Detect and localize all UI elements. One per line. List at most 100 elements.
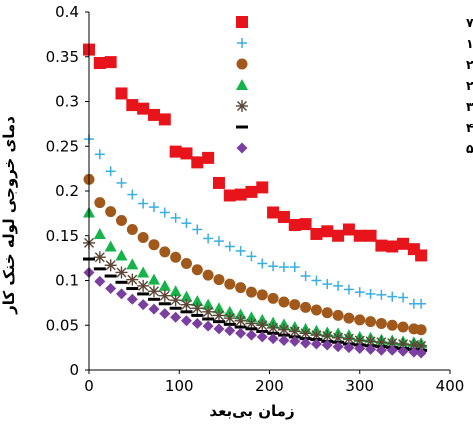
data-point [223, 312, 236, 325]
legend-marker [237, 38, 247, 48]
legend-label: لوله مارپیچ رینولدز ۲۲۲۷ [466, 57, 473, 72]
series-3 [83, 173, 427, 336]
data-point [115, 280, 128, 284]
legend-entry: لوله مارپیچ رینولدز۳۷۱۲ [236, 99, 473, 114]
series-6 [83, 257, 428, 352]
data-point [256, 181, 269, 194]
data-point [234, 308, 247, 320]
data-point [202, 269, 214, 281]
legend-label: لوله مارپیچ رینولدز ۷۴۲ [466, 15, 473, 30]
data-point [158, 279, 171, 291]
data-point [105, 166, 116, 177]
series-1 [83, 43, 428, 262]
data-point [343, 284, 354, 295]
data-point [365, 343, 377, 355]
data-point [104, 240, 117, 252]
data-point [354, 343, 366, 355]
y-tick-label: 0.2 [55, 182, 79, 200]
data-point [278, 296, 290, 308]
data-point [299, 218, 312, 231]
data-point [408, 346, 420, 358]
data-point [333, 280, 344, 291]
data-point [147, 297, 160, 301]
data-point [93, 251, 106, 264]
data-point [191, 313, 204, 317]
data-point [94, 197, 106, 209]
data-point [115, 215, 127, 227]
data-point [138, 198, 149, 209]
data-point [191, 156, 204, 169]
data-point [311, 275, 322, 286]
legend-entry: لوله مارپیچ رینولدز ۴۴۵۵ [236, 120, 473, 135]
data-point [375, 344, 387, 356]
data-point [224, 241, 235, 252]
data-point [300, 301, 312, 313]
data-point [115, 249, 128, 261]
legend-label: لوله مارپیچ رینولدز ۵۱۹۷ [466, 141, 473, 156]
data-point [245, 311, 258, 323]
data-point [387, 291, 398, 302]
legend-marker [236, 142, 248, 154]
data-point [234, 314, 247, 327]
data-point [202, 298, 215, 310]
data-point [300, 337, 312, 349]
legend-marker [236, 79, 248, 90]
data-point [202, 320, 214, 332]
data-point [365, 288, 376, 299]
data-point [159, 246, 171, 258]
data-point [180, 290, 193, 302]
data-point [353, 229, 366, 242]
data-point [224, 278, 236, 290]
legend-label: لوله مارپیچ رینولدز۳۷۱۲ [466, 99, 473, 114]
data-point [416, 298, 427, 309]
data-point [310, 338, 322, 350]
data-point [245, 185, 258, 198]
data-point [245, 327, 258, 331]
data-point [245, 286, 257, 298]
data-point [104, 259, 117, 272]
y-tick-label: 0.4 [55, 3, 79, 21]
x-axis-title: زمان بی‌بعد [209, 402, 294, 420]
y-tick-label: 0.25 [46, 137, 79, 155]
data-point [137, 266, 150, 278]
data-point [213, 236, 224, 247]
data-point [148, 239, 160, 251]
data-point [169, 285, 182, 297]
data-point [386, 344, 398, 356]
data-point [115, 288, 127, 300]
legend-entry: لوله مارپیچ رینولدز ۲۹۷۰ [236, 78, 473, 93]
data-point [289, 262, 300, 273]
data-point [180, 257, 192, 269]
data-point [267, 333, 279, 345]
data-point [105, 206, 117, 218]
series-2 [84, 134, 427, 309]
data-point [332, 341, 344, 353]
data-point [321, 307, 333, 319]
data-point [376, 289, 387, 300]
data-point [115, 266, 128, 279]
data-point [310, 304, 322, 316]
data-point [137, 102, 150, 115]
data-point [245, 317, 258, 330]
data-point [126, 287, 139, 291]
data-point [170, 251, 182, 263]
data-point [386, 240, 399, 253]
data-point [300, 271, 311, 282]
data-point [93, 227, 106, 239]
data-point [278, 262, 289, 273]
data-point [288, 219, 301, 232]
data-point [267, 292, 279, 304]
data-point [126, 273, 139, 286]
data-point [234, 188, 247, 201]
data-point [116, 177, 127, 188]
legend-entry: لوله مارپیچ رینولدز ۱۴۸۵ [237, 36, 473, 51]
data-point [127, 189, 138, 200]
data-point [191, 317, 203, 329]
legend-label: لوله مارپیچ رینولدز ۴۴۵۵ [466, 120, 473, 135]
data-point [94, 149, 105, 160]
legend-label: لوله مارپیچ رینولدز ۲۹۷۰ [466, 78, 473, 93]
data-point [104, 274, 117, 278]
data-point [212, 302, 225, 314]
legend-entry: لوله مارپیچ رینولدز ۷۴۲ [236, 15, 473, 30]
legend-label: لوله مارپیچ رینولدز ۱۴۸۵ [466, 36, 473, 51]
